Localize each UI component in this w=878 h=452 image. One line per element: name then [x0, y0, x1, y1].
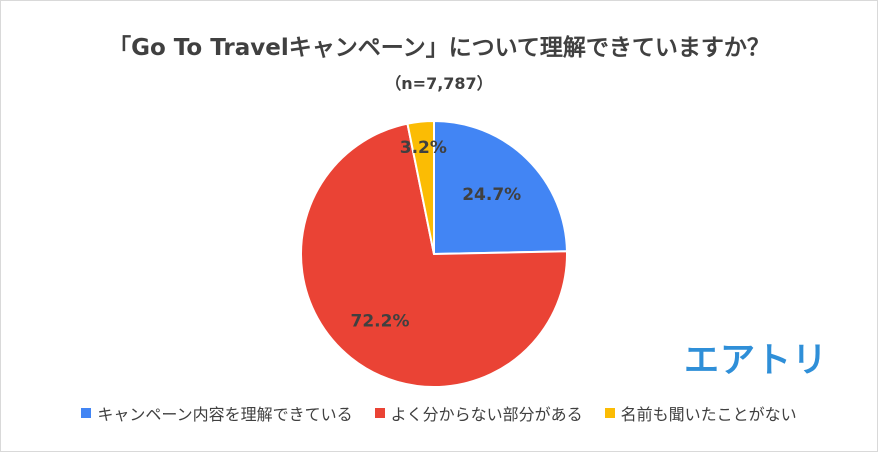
legend-swatch [604, 408, 615, 418]
legend-label: よく分からない部分がある [390, 405, 583, 424]
pie-slices [300, 119, 568, 388]
legend-swatch [81, 408, 92, 418]
legend-label: 名前も聞いたことがない [620, 405, 797, 424]
pie-slice [433, 119, 568, 256]
slice-data-label: 72.2% [351, 312, 410, 332]
slice-data-label: 3.2% [400, 138, 447, 158]
legend-item-unclear: よく分からない部分がある [374, 401, 583, 425]
chart-title: 「Go To Travelキャンペーン」について理解できていますか？ [108, 35, 770, 61]
airtrip-logo: エアトリ [684, 341, 829, 381]
legend-item-never-heard: 名前も聞いたことがない [604, 401, 797, 425]
legend-swatch [374, 408, 385, 418]
legend-label: キャンペーン内容を理解できている [97, 405, 353, 424]
legend: キャンペーン内容を理解できている よく分からない部分がある 名前も聞いたことがな… [0, 401, 878, 425]
pie-slice [300, 122, 568, 388]
pie-slice [406, 119, 435, 255]
legend-item-understand: キャンペーン内容を理解できている [81, 401, 353, 425]
pie-labels: 24.7% 72.2% 3.2% [351, 138, 522, 331]
chart-subtitle: （n=7,787） [385, 74, 493, 93]
slice-data-label: 24.7% [462, 185, 521, 205]
